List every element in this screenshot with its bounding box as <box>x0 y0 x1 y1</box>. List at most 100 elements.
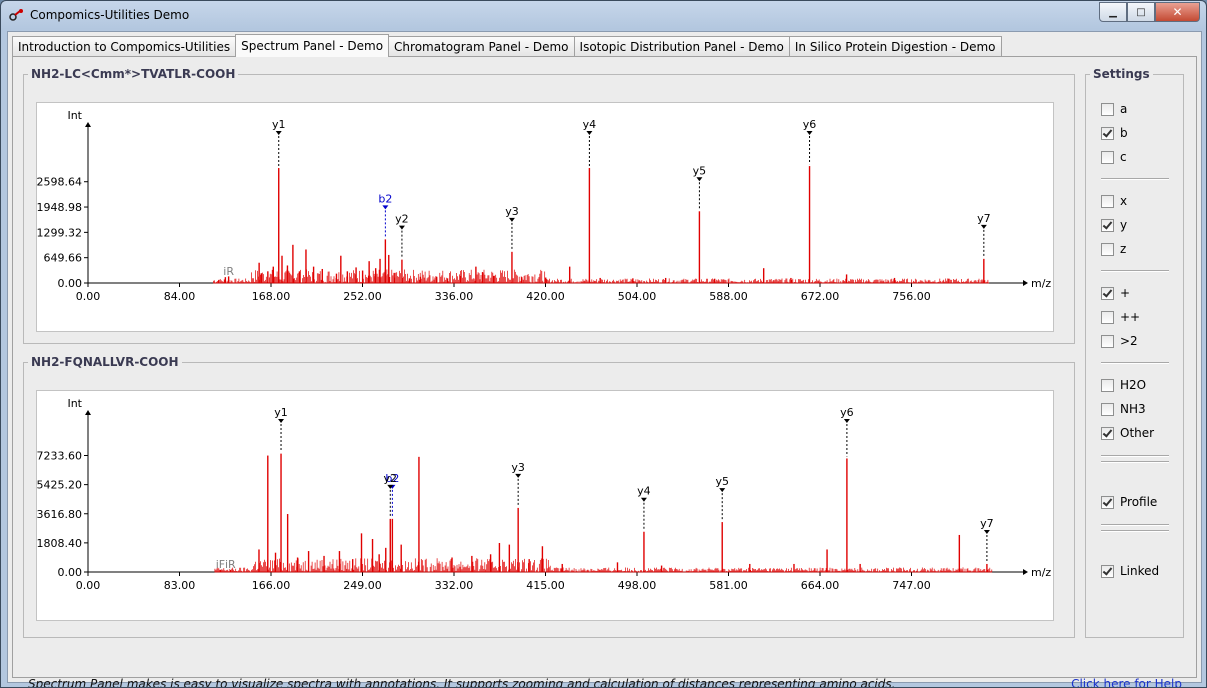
spectrum-group-1: NH2-LC<Cmm*>TVATLR-COOH <box>23 67 1075 344</box>
ion-label-y5: y5 <box>693 164 707 177</box>
checkbox-x[interactable]: x <box>1101 193 1127 209</box>
checkbox-box[interactable] <box>1101 310 1114 324</box>
checkbox-other[interactable]: Other <box>1101 425 1154 441</box>
spectrum-chart: Int m/z 0.00 83.00 166.00 249.00 332.00 415.00 4… <box>37 397 1051 592</box>
checkbox-box[interactable] <box>1101 495 1114 509</box>
y-tick-label: 0.00 <box>58 277 83 290</box>
close-button[interactable]: ✕ <box>1155 2 1200 22</box>
spectrum-1-title: NH2-LC<Cmm*>TVATLR-COOH <box>31 67 236 81</box>
help-link[interactable]: Click here for Help <box>1071 677 1182 688</box>
tab-strip: Introduction to Compomics-Utilities Spec… <box>12 34 1002 57</box>
y-tick-label: 1299.32 <box>37 226 82 239</box>
checkbox-label: ++ <box>1120 310 1141 324</box>
checkbox-h2o[interactable]: H2O <box>1101 377 1146 393</box>
checkbox-charge-2[interactable]: ++ <box>1101 309 1140 325</box>
spectrum-plot-1[interactable]: Int m/z 0.00 84.00 168.00 252.00 336.00 420.00 5… <box>36 102 1054 332</box>
spectrum-tab-content: NH2-LC<Cmm*>TVATLR-COOH Int m/z 0.00 84.00 1… <box>12 56 1197 687</box>
minimize-button[interactable]: ▁ <box>1099 2 1127 22</box>
checkbox-label: >2 <box>1120 334 1138 348</box>
checkbox-box[interactable] <box>1101 286 1114 300</box>
checkbox-a[interactable]: a <box>1101 101 1127 117</box>
y-tick-label: 0.00 <box>58 566 83 579</box>
divider <box>1101 178 1169 180</box>
settings-options: a b c x y z + ++ >2 H2O NH3 Other Profil… <box>1087 87 1184 627</box>
x-tick-label: 415.00 <box>526 579 565 592</box>
checkbox-box[interactable] <box>1101 150 1114 164</box>
annotation-marker <box>508 217 515 222</box>
x-tick-label: 83.00 <box>164 579 196 592</box>
y-axis-label: Int <box>67 397 82 410</box>
ion-label-y3: y3 <box>511 461 525 474</box>
x-tick-label: 664.00 <box>801 579 840 592</box>
checkbox-box[interactable] <box>1101 102 1114 116</box>
checkbox-box[interactable] <box>1101 402 1114 416</box>
y-axis-arrow <box>85 410 91 415</box>
checkbox-label: Other <box>1120 426 1155 440</box>
spectrum-noise <box>214 558 993 573</box>
x-tick-label: 588.00 <box>709 290 748 303</box>
x-tick-label: 747.00 <box>892 579 931 592</box>
annotation-marker <box>382 205 389 210</box>
x-axis-arrow <box>1023 280 1028 286</box>
checkbox-label: x <box>1120 194 1128 208</box>
tab-chromatogram-panel[interactable]: Chromatogram Panel - Demo <box>388 36 575 57</box>
checkbox-z[interactable]: z <box>1101 241 1126 257</box>
ion-label-y2: y2 <box>384 472 398 485</box>
title-bar[interactable]: Compomics-Utilities Demo ▁ □ ✕ <box>1 1 1206 30</box>
checkbox-box[interactable] <box>1101 426 1114 440</box>
maximize-button[interactable]: □ <box>1127 2 1155 22</box>
checkbox-linked[interactable]: Linked <box>1101 563 1159 579</box>
checkbox-charge-1[interactable]: + <box>1101 285 1130 301</box>
checkbox-charge-more[interactable]: >2 <box>1101 333 1138 349</box>
checkbox-label: Profile <box>1120 495 1158 509</box>
divider <box>1101 270 1169 272</box>
immonium-label: iR <box>225 558 236 571</box>
x-tick-label: 252.00 <box>343 290 382 303</box>
tab-isotopic-distribution[interactable]: Isotopic Distribution Panel - Demo <box>573 36 790 57</box>
ion-label-y4: y4 <box>637 485 651 498</box>
annotation-marker <box>983 529 990 534</box>
checkbox-box[interactable] <box>1101 218 1114 232</box>
checkbox-box[interactable] <box>1101 334 1114 348</box>
x-tick-label: 249.00 <box>343 579 382 592</box>
annotation-marker <box>696 177 703 182</box>
maximize-icon: □ <box>1136 6 1146 18</box>
divider <box>1101 461 1169 463</box>
immonium-label: iR <box>223 265 234 278</box>
ion-label-b2: b2 <box>385 472 399 485</box>
checkbox-profile[interactable]: Profile <box>1101 494 1157 510</box>
checkbox-box[interactable] <box>1101 242 1114 256</box>
tab-spectrum-panel[interactable]: Spectrum Panel - Demo <box>235 34 390 57</box>
checkbox-box[interactable] <box>1101 194 1114 208</box>
x-tick-label: 756.00 <box>892 290 931 303</box>
checkbox-y[interactable]: y <box>1101 217 1127 233</box>
close-icon: ✕ <box>1172 5 1183 19</box>
checkbox-nh3[interactable]: NH3 <box>1101 401 1146 417</box>
annotation-marker <box>515 473 522 478</box>
ion-label-y6: y6 <box>840 406 854 419</box>
window-title: Compomics-Utilities Demo <box>30 8 190 22</box>
x-tick-label: 581.00 <box>709 579 748 592</box>
settings-panel: Settings <box>1085 67 1184 638</box>
checkbox-label: + <box>1120 286 1131 300</box>
checkbox-box[interactable] <box>1101 126 1114 140</box>
checkbox-b[interactable]: b <box>1101 125 1128 141</box>
checkbox-box[interactable] <box>1101 564 1114 578</box>
annotation-marker <box>586 131 593 135</box>
tab-introduction[interactable]: Introduction to Compomics-Utilities <box>12 36 237 57</box>
annotation-marker <box>980 224 987 229</box>
ion-label-y6: y6 <box>803 118 817 131</box>
x-axis-label: m/z <box>1031 277 1051 290</box>
checkbox-label: H2O <box>1120 378 1147 392</box>
spectrum-plot-2[interactable]: Int m/z 0.00 83.00 166.00 249.00 332.00 415.00 4… <box>36 390 1054 621</box>
y-axis-label: Int <box>67 109 82 122</box>
annotation-marker <box>398 225 405 230</box>
tab-in-silico-digestion[interactable]: In Silico Protein Digestion - Demo <box>788 36 1002 57</box>
checkbox-box[interactable] <box>1101 378 1114 392</box>
checkbox-c[interactable]: c <box>1101 149 1127 165</box>
ion-label-y5: y5 <box>715 475 729 488</box>
checkbox-label: a <box>1120 102 1128 116</box>
annotation-marker <box>719 488 726 493</box>
x-tick-label: 498.00 <box>618 579 657 592</box>
app-logo-icon <box>9 9 23 21</box>
